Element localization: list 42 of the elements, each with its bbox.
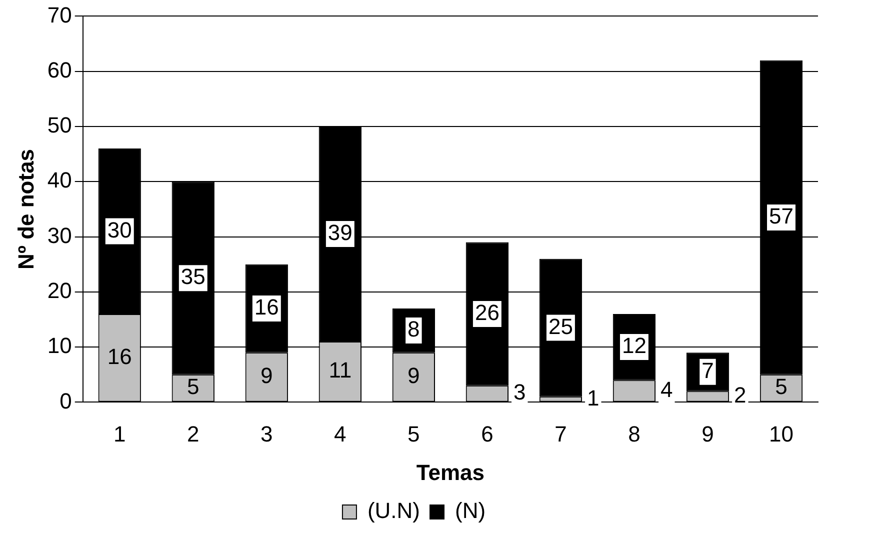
y-tick-label: 70 [47, 2, 72, 28]
data-label: 16 [107, 344, 132, 369]
x-tick-label: 9 [702, 421, 714, 446]
data-label: 3 [514, 380, 526, 405]
data-label: 11 [328, 358, 352, 383]
data-label: 30 [107, 217, 132, 242]
data-label: 39 [328, 220, 352, 246]
x-tick-label: 1 [114, 421, 126, 446]
y-tick-label: 0 [60, 388, 72, 414]
data-label: 2 [734, 382, 746, 408]
x-tick-label: 8 [628, 421, 640, 446]
data-label: 4 [660, 376, 673, 402]
data-label: 5 [187, 374, 200, 400]
data-label: 9 [260, 363, 273, 388]
data-label: 5 [775, 374, 788, 400]
x-tick-label: 4 [334, 421, 346, 446]
legend-label: (U.N) [367, 498, 420, 524]
x-tick-label: 6 [481, 421, 494, 446]
x-tick-label: 3 [260, 421, 273, 446]
y-tick-label: 60 [47, 57, 72, 82]
data-label: 8 [408, 316, 420, 342]
x-tick-label: 2 [187, 421, 200, 446]
x-tick-label: 7 [554, 421, 567, 446]
x-axis-title: Temas [416, 460, 484, 485]
data-label: 35 [180, 264, 206, 290]
data-label: 7 [702, 358, 714, 383]
data-label: 1 [587, 385, 600, 410]
data-label: 57 [769, 204, 794, 229]
x-tick-label: 10 [769, 421, 794, 446]
y-tick-label: 50 [47, 112, 72, 138]
data-label: 12 [622, 333, 646, 358]
x-tick-label: 5 [408, 421, 420, 446]
legend-label: (N) [455, 498, 486, 524]
y-tick-label: 10 [47, 333, 72, 358]
y-axis-title: Nº de notas [13, 148, 38, 270]
data-label: 9 [408, 363, 420, 388]
y-tick-label: 40 [47, 168, 72, 193]
data-label: 26 [474, 300, 500, 326]
y-tick-label: 30 [47, 222, 72, 248]
y-tick-label: 20 [47, 278, 72, 303]
data-label: 25 [548, 314, 573, 339]
data-label: 16 [254, 294, 279, 320]
